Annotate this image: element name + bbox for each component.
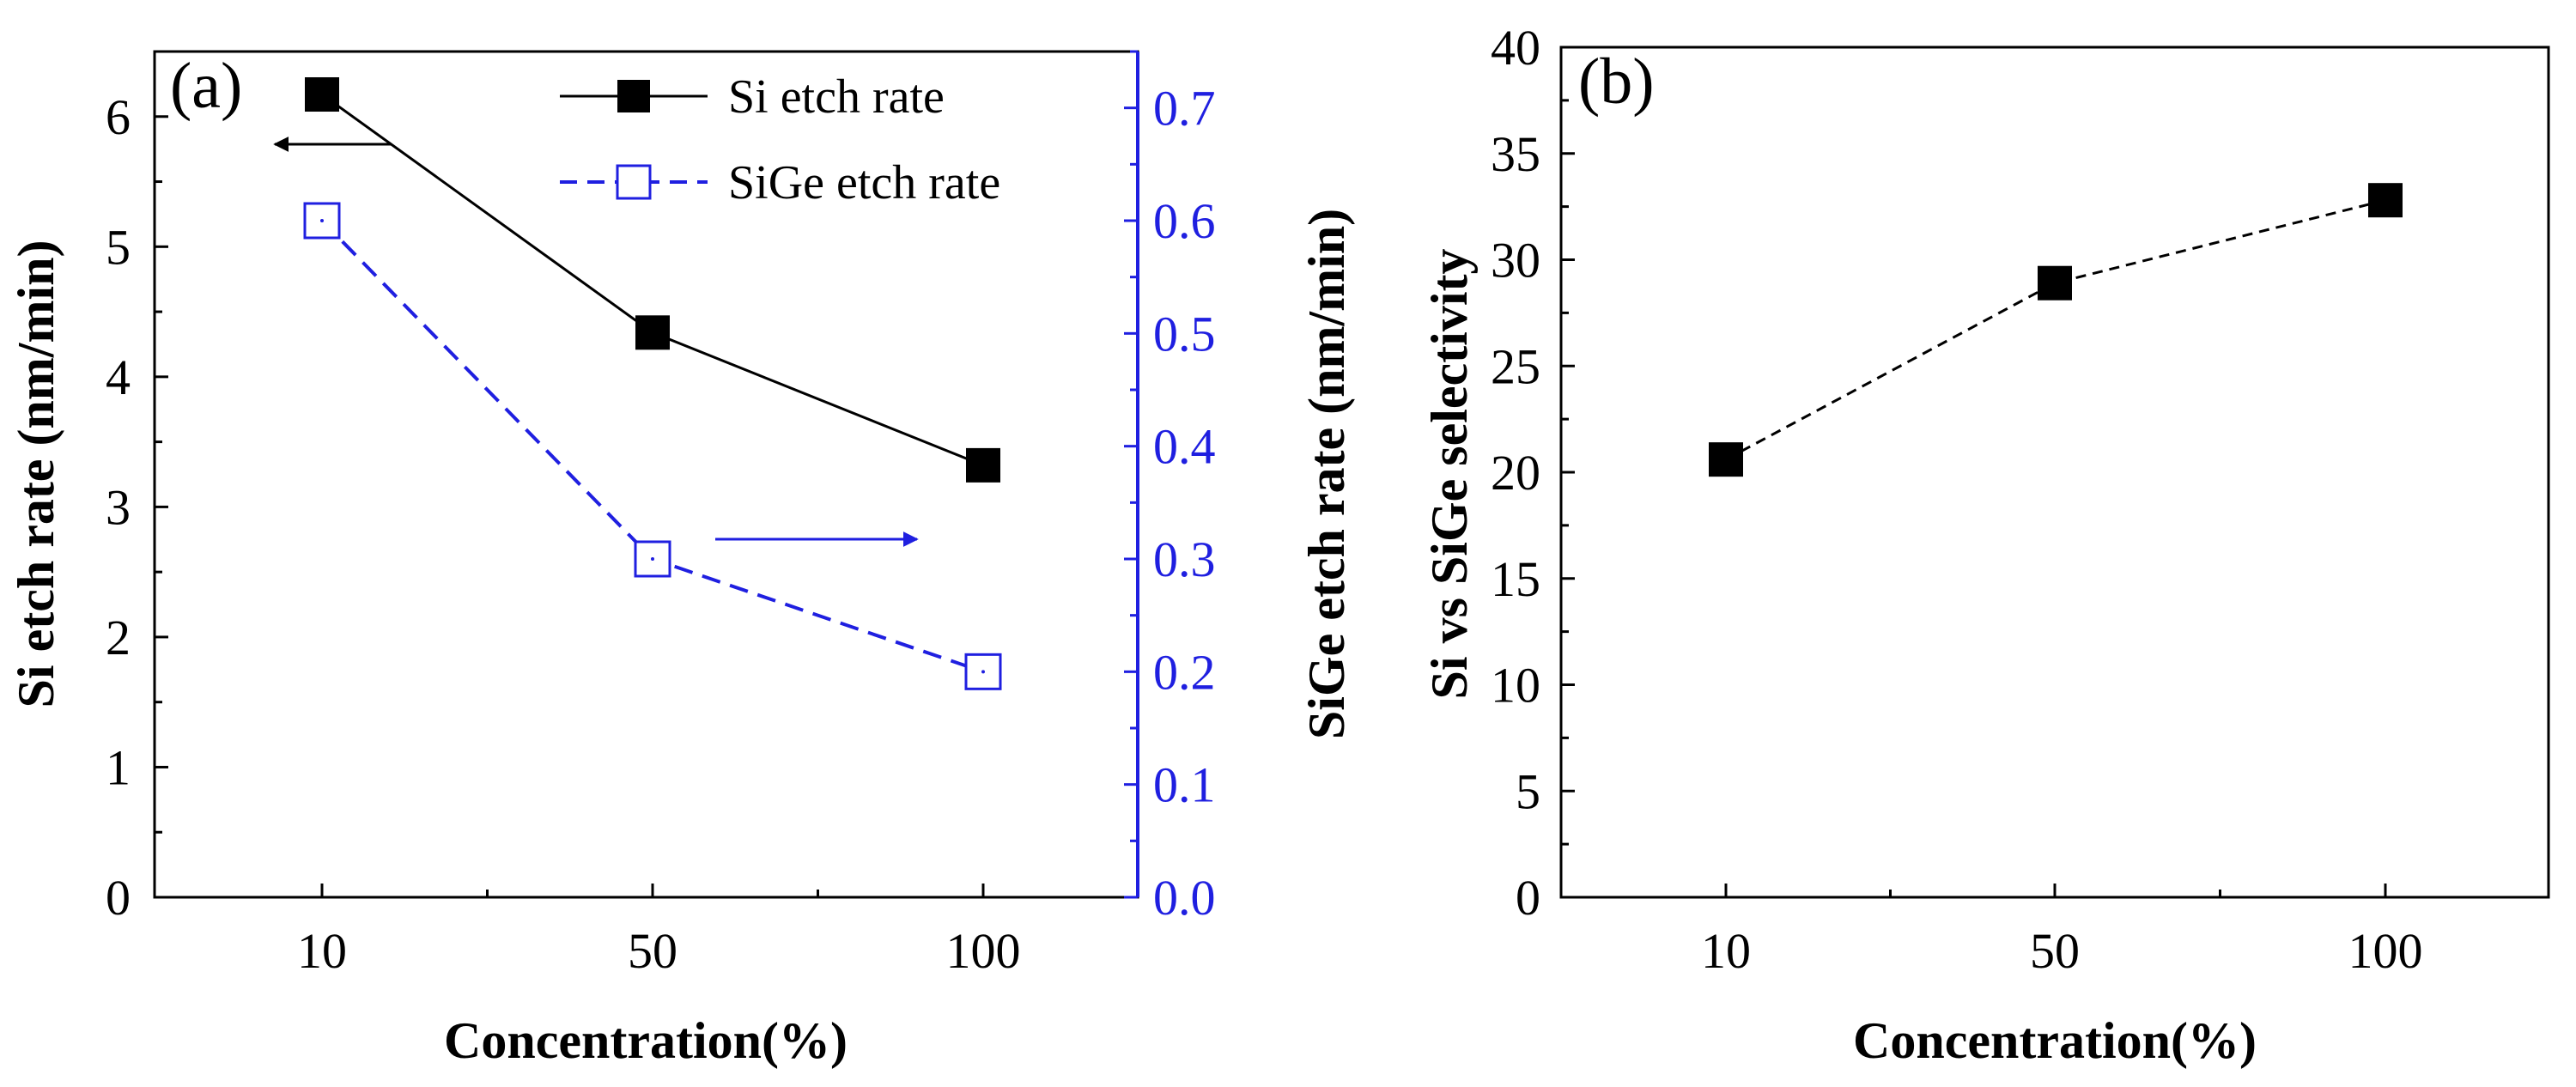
panel-a-legend: Si etch rate SiGe etch rate bbox=[560, 70, 1000, 210]
selectivity-point bbox=[2038, 265, 2072, 301]
selectivity-point bbox=[2368, 183, 2403, 218]
selectivity-line bbox=[1725, 198, 2386, 461]
legend-sige-marker bbox=[616, 164, 652, 200]
si-etch-rate-point bbox=[305, 77, 339, 112]
sige-etch-rate-line bbox=[320, 219, 984, 674]
panel-a-x-ticks: 10 50 100 bbox=[297, 884, 1021, 979]
y-tick-label: 6 bbox=[106, 89, 131, 145]
y2-tick-label: 0.7 bbox=[1153, 81, 1216, 137]
si-etch-rate-point bbox=[635, 315, 670, 350]
legend-item-si: Si etch rate bbox=[560, 70, 945, 124]
panel-b-x-ticks: 10 50 100 bbox=[1701, 884, 2423, 979]
panel-b: 10 50 100 0 5 10 15 20 25 30 35 40 (b) Concentrati… bbox=[1421, 20, 2550, 1069]
y-tick-label: 40 bbox=[1491, 20, 1540, 76]
y-tick-label: 2 bbox=[106, 610, 131, 665]
legend-item-sige: SiGe etch rate bbox=[560, 156, 1000, 210]
panel-b-series bbox=[1709, 183, 2403, 477]
y-tick-label: 5 bbox=[106, 219, 131, 275]
y2-tick-label: 0.2 bbox=[1153, 644, 1216, 700]
x-tick-label: 100 bbox=[2348, 923, 2423, 979]
y-tick-label: 20 bbox=[1491, 445, 1540, 501]
y2-tick-label: 0.5 bbox=[1153, 306, 1216, 361]
panel-a-series bbox=[303, 77, 1002, 690]
x-tick-label: 50 bbox=[628, 923, 677, 979]
x-tick-label: 10 bbox=[297, 923, 347, 979]
sige-etch-rate-point-dot bbox=[320, 219, 324, 222]
y2-tick-label: 0.0 bbox=[1153, 870, 1216, 926]
y-tick-label: 15 bbox=[1491, 551, 1540, 607]
y-tick-label: 1 bbox=[106, 739, 131, 795]
sige-etch-rate-point-dot bbox=[981, 670, 985, 674]
y2-tick-label: 0.1 bbox=[1153, 757, 1216, 813]
si-etch-rate-point bbox=[966, 447, 1000, 483]
y-tick-label: 3 bbox=[106, 479, 131, 535]
panel-a-y2-ticks: 0.0 0.1 0.2 0.3 0.4 0.5 0.6 0.7 bbox=[1124, 50, 1216, 926]
panel-b-y-ticks: 0 5 10 15 20 25 30 35 40 bbox=[1491, 20, 1575, 926]
panel-a: 10 50 100 0 1 2 3 4 5 6 0.0 0.1 0.2 0.3 0.4 0.5 0.6 0.7… bbox=[8, 50, 1355, 1069]
y-tick-label: 35 bbox=[1491, 126, 1540, 182]
y-tick-label: 25 bbox=[1491, 338, 1540, 394]
panel-a-y2-axis-title: SiGe etch rate (nm/min) bbox=[1298, 209, 1355, 739]
panel-b-y-axis-title: Si vs SiGe selectivity bbox=[1421, 249, 1478, 700]
panel-a-x-axis-title: Concentration(%) bbox=[444, 1012, 848, 1069]
y-tick-label: 4 bbox=[106, 349, 131, 405]
y-tick-label: 10 bbox=[1491, 658, 1540, 714]
legend-si-marker bbox=[617, 80, 650, 112]
panel-b-label: (b) bbox=[1578, 46, 1655, 118]
sige-etch-rate-point-dot bbox=[651, 557, 654, 561]
legend-si-label: Si etch rate bbox=[728, 70, 945, 124]
panel-a-y-axis-title: Si etch rate (nm/min) bbox=[8, 240, 64, 708]
y-tick-label: 0 bbox=[106, 870, 131, 926]
x-tick-label: 100 bbox=[946, 923, 1021, 979]
legend-sige-label: SiGe etch rate bbox=[728, 156, 1000, 210]
x-tick-label: 50 bbox=[2030, 923, 2080, 979]
x-tick-label: 10 bbox=[1701, 923, 1751, 979]
panel-a-label: (a) bbox=[170, 50, 242, 122]
y2-tick-label: 0.6 bbox=[1153, 193, 1216, 249]
selectivity-point bbox=[1709, 442, 1743, 477]
si-etch-rate-line bbox=[321, 93, 984, 467]
y2-tick-label: 0.4 bbox=[1153, 419, 1216, 475]
y-tick-label: 0 bbox=[1516, 870, 1540, 926]
y2-tick-label: 0.3 bbox=[1153, 531, 1216, 587]
panel-b-x-axis-title: Concentration(%) bbox=[1853, 1012, 2257, 1069]
y-tick-label: 5 bbox=[1516, 763, 1540, 819]
y-tick-label: 30 bbox=[1491, 233, 1540, 288]
panel-a-y-ticks: 0 1 2 3 4 5 6 bbox=[106, 50, 168, 926]
